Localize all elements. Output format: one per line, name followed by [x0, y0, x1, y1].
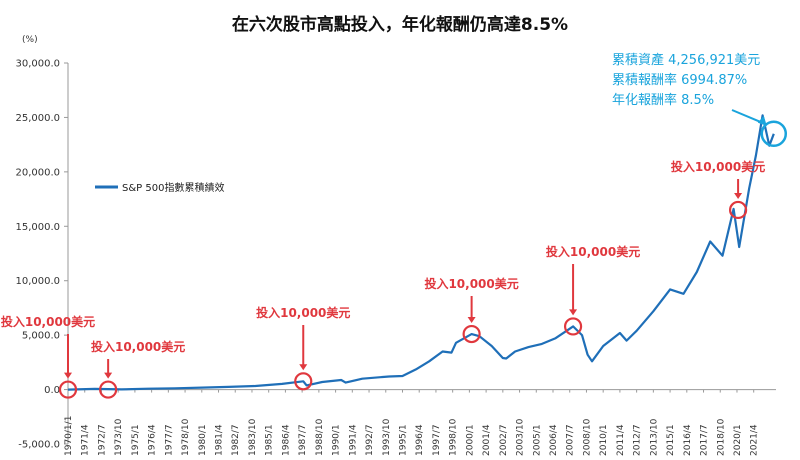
x-tick-label: 1986/4: [281, 424, 291, 456]
investment-arrowhead: [299, 364, 308, 371]
y-tick-label: 15,000.0: [15, 222, 60, 233]
investment-label: 投入10,000美元: [256, 305, 350, 320]
y-tick-label: -5,000.0: [18, 440, 60, 451]
x-tick-label: 1990/1: [332, 424, 342, 456]
x-tick-label: 1972/7: [97, 424, 107, 456]
investment-circle: [728, 200, 748, 220]
x-tick-label: 2018/10: [716, 418, 726, 456]
x-tick-label: 2003/10: [516, 418, 526, 456]
investment-circle: [58, 380, 78, 399]
x-tick-label: 2012/7: [633, 424, 643, 456]
x-tick-label: 1993/10: [382, 418, 392, 456]
x-tick-label: 1985/1: [265, 424, 275, 456]
summary-line-2: 累積報酬率 6994.87%: [612, 72, 747, 88]
series-layer: [67, 114, 775, 391]
legend-label: S&P 500指數累積績效: [122, 181, 224, 194]
x-tick-label: 2015/1: [666, 424, 676, 456]
x-tick-label: 1978/10: [181, 418, 191, 456]
x-tick-label: 1998/10: [449, 418, 459, 456]
marker-layer: 投入10,000美元投入10,000美元投入10,000美元投入10,000美元…: [1, 109, 788, 399]
x-tick-label: 2006/4: [549, 424, 559, 456]
x-tick-label: 2007/7: [566, 424, 576, 456]
y-tick-label: 30,000.0: [15, 59, 60, 70]
x-tick-label: 2011/4: [616, 424, 626, 456]
y-unit-label: (%): [22, 35, 38, 45]
x-tick-label: 2020/1: [733, 424, 743, 456]
chart-title: 在六次股市高點投入，年化報酬仍高達8.5%: [232, 14, 568, 35]
x-tick-label: 1991/4: [348, 424, 358, 456]
y-tick-label: 25,000.0: [15, 113, 60, 124]
summary-box: 累積資產 4,256,921美元 累積報酬率 6994.87% 年化報酬率 8.…: [612, 52, 760, 108]
investment-label: 投入10,000美元: [546, 244, 640, 259]
investment-arrowhead: [64, 372, 72, 379]
x-tick-label: 2005/1: [532, 424, 542, 456]
y-tick-label: 5,000.0: [22, 331, 60, 342]
x-tick-label: 1975/1: [131, 424, 141, 456]
x-tick-label: 2010/1: [599, 424, 609, 456]
x-tick-label: 2013/10: [649, 418, 659, 456]
investment-arrowhead: [104, 372, 113, 379]
summary-line-3: 年化報酬率 8.5%: [612, 92, 714, 108]
investment-arrowhead: [569, 309, 578, 316]
x-tick-label: 1971/4: [81, 424, 91, 456]
x-tick-label: 1970/1/1: [64, 416, 74, 456]
final-value-arrowhead: [757, 115, 767, 126]
x-tick-label: 1988/10: [315, 418, 325, 456]
x-tick-label: 1997/7: [432, 424, 442, 456]
x-tick-label: 1973/10: [114, 418, 124, 456]
x-tick-label: 1977/7: [164, 424, 174, 456]
x-tick-label: 2008/10: [582, 418, 592, 456]
x-tick-label: 1982/7: [231, 424, 241, 456]
summary-line-1: 累積資產 4,256,921美元: [612, 52, 760, 68]
y-tick-label: 10,000.0: [15, 276, 60, 287]
investment-circle: [294, 372, 313, 391]
y-axis: -5,000.0 0.0 5,000.0 10,000.0 15,000.0 20,000…: [15, 59, 69, 451]
x-tick-label: 2021/4: [750, 424, 760, 456]
final-value-circle: [760, 120, 788, 148]
x-tick-label: 1995/1: [398, 424, 408, 456]
investment-label: 投入10,000美元: [91, 339, 185, 354]
x-tick-label: 2001/4: [482, 424, 492, 456]
x-tick-label: 1981/4: [215, 424, 225, 456]
series-line: [67, 114, 775, 391]
x-axis: 1970/1/1 1971/4 1972/7 1973/10 1975/1 1976/4 1…: [64, 389, 776, 456]
x-tick-label: 2017/7: [700, 424, 710, 456]
investment-label: 投入10,000美元: [1, 314, 95, 329]
x-tick-label: 1980/1: [198, 424, 208, 456]
investment-label: 投入10,000美元: [671, 159, 765, 174]
x-tick-label: 1996/4: [415, 424, 425, 456]
investment-circle: [563, 317, 583, 336]
investment-arrowhead: [734, 192, 743, 199]
investment-arrowhead: [467, 317, 476, 324]
legend: S&P 500指數累積績效: [95, 181, 224, 194]
x-tick-label: 1976/4: [148, 424, 158, 456]
investment-circle: [99, 380, 118, 399]
x-tick-label: 2016/4: [683, 424, 693, 456]
investment-circle: [462, 324, 481, 344]
x-tick-label: 2002/7: [499, 424, 509, 456]
x-tick-label: 1992/7: [365, 424, 375, 456]
x-tick-label: 2000/1: [465, 424, 475, 456]
x-tick-label: 1983/10: [248, 418, 258, 456]
y-tick-label: 20,000.0: [15, 167, 60, 178]
x-tick-label: 1987/7: [298, 424, 308, 456]
y-tick-label: 0.0: [44, 385, 60, 396]
investment-label: 投入10,000美元: [424, 276, 518, 291]
